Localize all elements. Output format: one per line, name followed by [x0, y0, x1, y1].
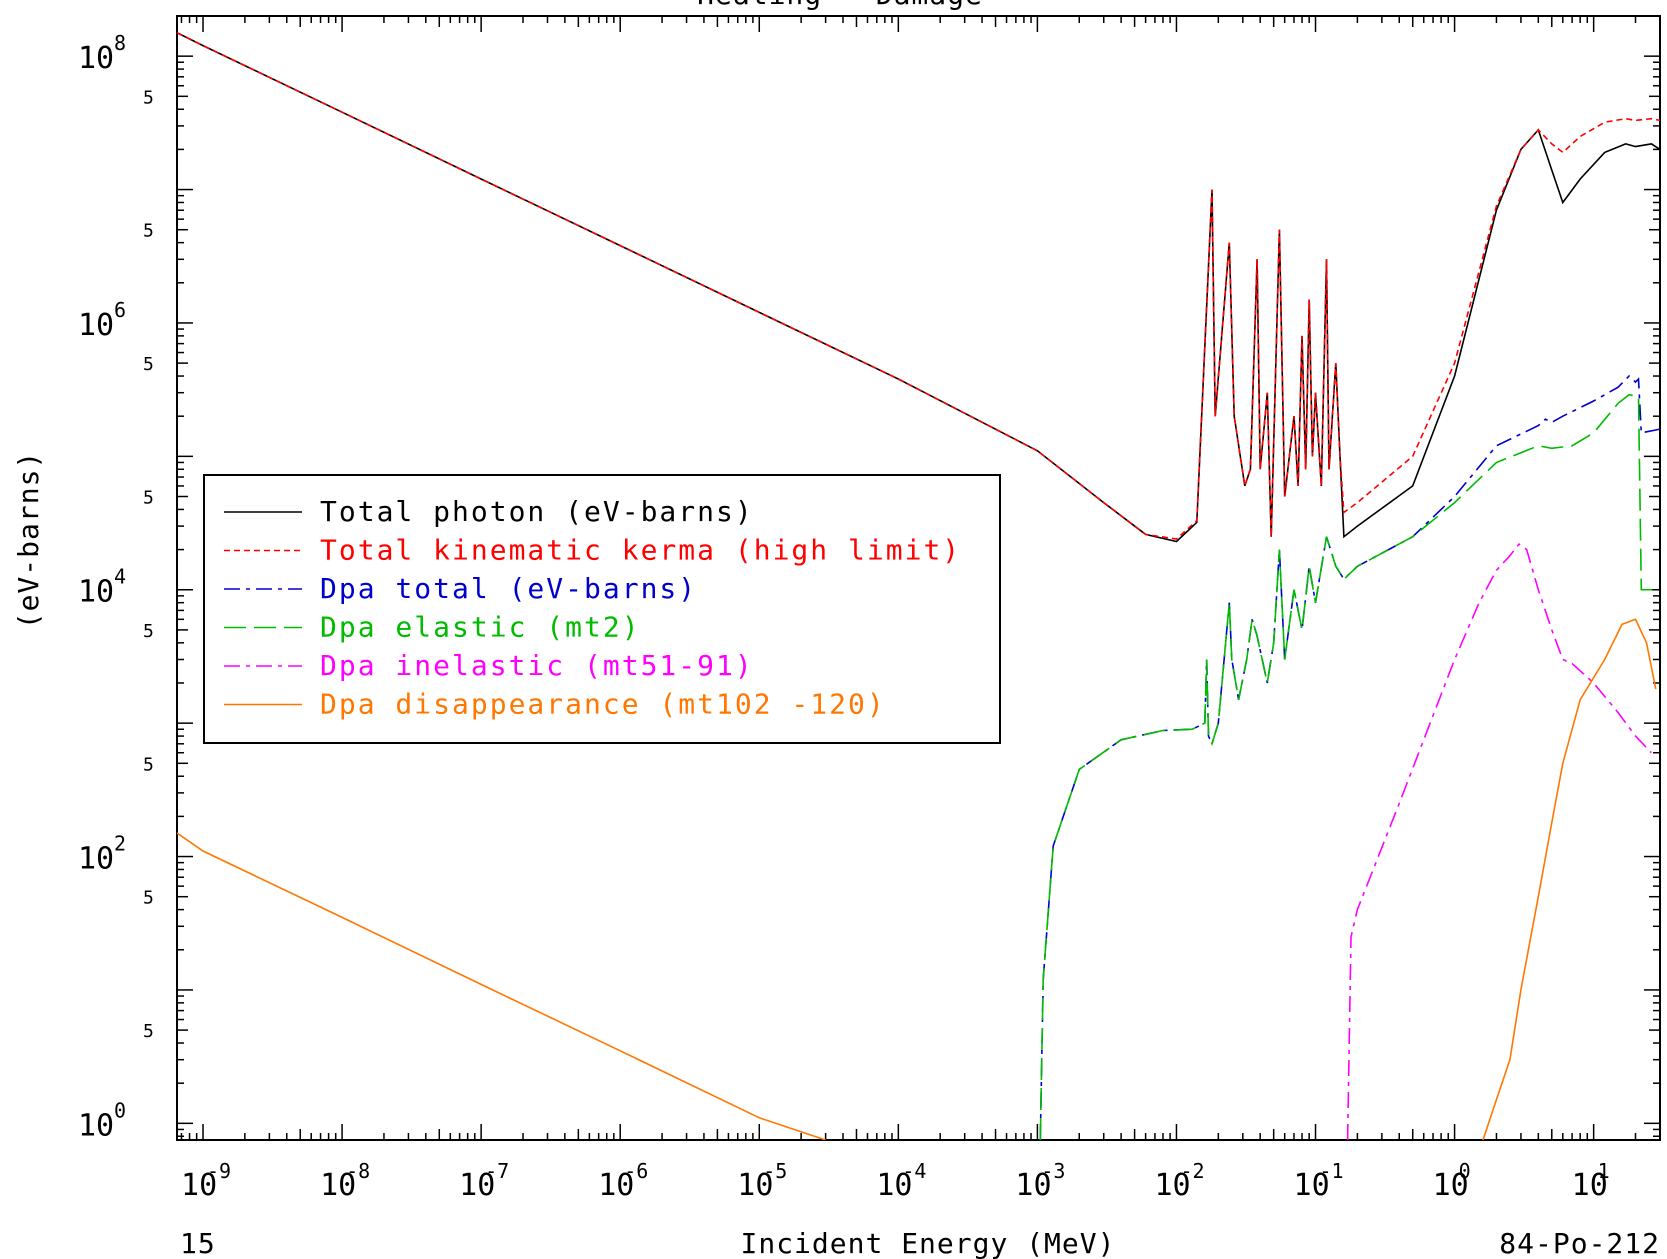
- x-tick-exponent: -2: [1180, 1159, 1204, 1183]
- legend-box: [203, 474, 1001, 744]
- y-minor-label: 5: [143, 888, 154, 909]
- legend-label: Total kinematic kerma (high limit): [320, 534, 961, 567]
- x-tick-exponent: 0: [1459, 1159, 1471, 1183]
- axes-frame: 10-9 10-8 10-7 10-6 10-5 10-4 10-3 10-2 10-1 100 1…: [78, 15, 1661, 1203]
- series-group: [177, 31, 1660, 1140]
- x-tick-exponent: -4: [902, 1159, 926, 1183]
- x-tick-label: 10: [1433, 1168, 1469, 1203]
- x-tick-exponent: -5: [763, 1159, 787, 1183]
- y-minor-label: 5: [143, 1021, 154, 1042]
- y-tick-exponent: 0: [114, 1098, 126, 1122]
- x-tick-label: 10: [1572, 1168, 1608, 1203]
- y-tick-exponent: 6: [114, 298, 126, 322]
- x-tick-label: 10: [1015, 1168, 1051, 1203]
- series-line-0: [177, 31, 1660, 543]
- y-tick-label: 10: [78, 308, 114, 343]
- series-line-6: [1482, 618, 1657, 1140]
- footer-right: 84-Po-212: [1499, 1227, 1660, 1259]
- y-minor-label: 5: [143, 221, 154, 242]
- series-line-1: [177, 31, 1660, 540]
- y-tick-label: 10: [78, 575, 114, 610]
- x-tick-label: 10: [459, 1168, 495, 1203]
- x-tick-label: 10: [320, 1168, 356, 1203]
- legend: Total photon (eV-barns) Total kinematic k…: [203, 474, 1001, 744]
- x-tick-label: 10: [737, 1168, 773, 1203]
- x-tick-exponent: -3: [1041, 1159, 1065, 1183]
- y-tick-label: 10: [78, 41, 114, 76]
- y-minor-label: 5: [143, 754, 154, 775]
- x-tick-label: 10: [876, 1168, 912, 1203]
- y-axis-label: (eV-barns): [12, 451, 45, 630]
- y-minor-label: 5: [143, 488, 154, 509]
- x-tick-exponent: -6: [624, 1159, 648, 1183]
- x-axis-label: Incident Energy (MeV): [740, 1227, 1115, 1259]
- legend-label: Dpa elastic (mt2): [320, 611, 641, 644]
- x-tick-exponent: -8: [346, 1159, 370, 1183]
- y-tick-exponent: 2: [114, 832, 126, 856]
- plot-frame: [176, 15, 1661, 1141]
- series-line-2: [1039, 374, 1660, 1140]
- x-tick-exponent: -7: [485, 1159, 509, 1183]
- footer-left: 15: [180, 1227, 216, 1259]
- y-tick-label: 10: [78, 1108, 114, 1143]
- x-tick-label: 10: [1154, 1168, 1190, 1203]
- x-tick-exponent: -1: [1320, 1159, 1344, 1183]
- legend-label: Dpa total (eV-barns): [320, 572, 697, 605]
- series-line-3: [1039, 393, 1660, 1140]
- legend-label: Dpa disappearance (mt102 -120): [320, 688, 886, 721]
- series-line-4: [1346, 543, 1652, 1140]
- legend-label: Dpa inelastic (mt51-91): [320, 649, 754, 682]
- y-minor-label: 5: [143, 87, 154, 108]
- y-minor-label: 5: [143, 354, 154, 375]
- series-line-5: [177, 832, 826, 1140]
- chart-title: Heating - Damage: [697, 0, 983, 11]
- y-minor-label: 5: [143, 621, 154, 642]
- y-tick-exponent: 4: [114, 565, 126, 589]
- plot-area: [177, 31, 1660, 1140]
- x-tick-exponent: 1: [1598, 1159, 1610, 1183]
- y-tick-label: 10: [78, 842, 114, 877]
- x-tick-label: 10: [598, 1168, 634, 1203]
- y-tick-exponent: 8: [114, 31, 126, 55]
- x-tick-label: 10: [181, 1168, 217, 1203]
- x-tick-exponent: -9: [207, 1159, 231, 1183]
- legend-label: Total photon (eV-barns): [320, 495, 754, 528]
- x-tick-label: 10: [1294, 1168, 1330, 1203]
